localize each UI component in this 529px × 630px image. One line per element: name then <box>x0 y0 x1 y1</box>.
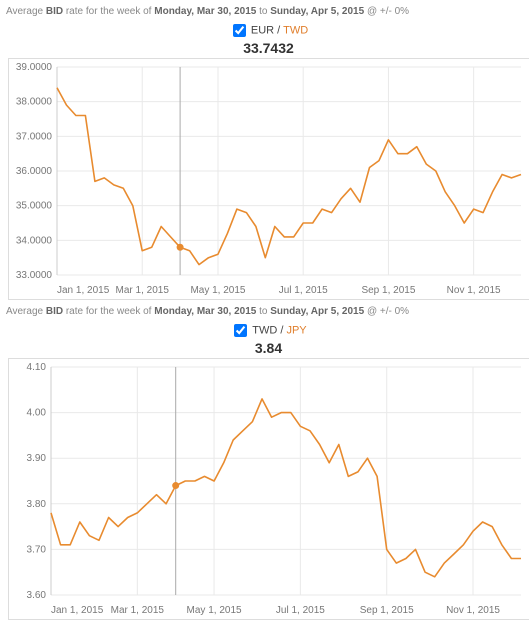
caption-date2-2: Sunday, Apr 5, 2015 <box>270 306 364 317</box>
svg-text:Nov 1, 2015: Nov 1, 2015 <box>446 285 500 296</box>
pair-header-1: EUR / TWD <box>4 21 529 40</box>
svg-text:4.00: 4.00 <box>26 408 46 419</box>
svg-text:Jan 1, 2015: Jan 1, 2015 <box>57 285 110 296</box>
pair-sep-1: / <box>274 24 283 36</box>
pair-value-2: 3.84 <box>4 340 529 356</box>
caption-prefix: Average <box>6 6 46 17</box>
caption-mid-2: rate for the week of <box>63 306 154 317</box>
svg-text:3.80: 3.80 <box>26 499 46 510</box>
svg-text:3.60: 3.60 <box>26 590 46 601</box>
svg-text:Mar 1, 2015: Mar 1, 2015 <box>110 605 164 616</box>
caption-to: to <box>256 6 270 17</box>
pair-header-2: TWD / JPY <box>4 321 529 340</box>
caption-suffix-2: @ +/- 0% <box>364 306 409 317</box>
svg-text:39.0000: 39.0000 <box>15 62 52 73</box>
chart-2[interactable]: 3.60 3.70 3.80 3.90 4.00 4.10 Jan 1, 2015 Mar 1… <box>8 358 529 620</box>
chart-1[interactable]: 33.0000 34.0000 35.0000 36.0000 37.0000 38.00… <box>8 58 529 300</box>
svg-text:Sep 1, 2015: Sep 1, 2015 <box>361 285 415 296</box>
caption-date2: Sunday, Apr 5, 2015 <box>270 6 364 17</box>
caption-prefix-2: Average <box>6 306 46 317</box>
pair-quote-2: JPY <box>286 324 306 336</box>
pair-quote-1: TWD <box>283 24 308 36</box>
pair-checkbox-2[interactable] <box>234 324 247 337</box>
caption-bid-2: BID <box>46 306 63 317</box>
pair-base-1: EUR <box>251 24 274 36</box>
svg-text:36.0000: 36.0000 <box>15 166 52 177</box>
svg-text:Sep 1, 2015: Sep 1, 2015 <box>359 605 413 616</box>
svg-text:34.0000: 34.0000 <box>15 235 52 246</box>
svg-text:33.0000: 33.0000 <box>15 270 52 281</box>
svg-text:Jul 1, 2015: Jul 1, 2015 <box>278 285 327 296</box>
caption-to-2: to <box>256 306 270 317</box>
pair-base-2: TWD <box>252 324 277 336</box>
svg-text:May 1, 2015: May 1, 2015 <box>190 285 245 296</box>
caption-2: Average BID rate for the week of Monday,… <box>6 306 529 317</box>
caption-suffix: @ +/- 0% <box>364 6 409 17</box>
svg-text:Nov 1, 2015: Nov 1, 2015 <box>446 605 500 616</box>
caption-1: Average BID rate for the week of Monday,… <box>6 6 529 17</box>
pair-value-1: 33.7432 <box>4 40 529 56</box>
svg-text:3.90: 3.90 <box>26 453 46 464</box>
caption-mid: rate for the week of <box>63 6 154 17</box>
caption-date1: Monday, Mar 30, 2015 <box>154 6 256 17</box>
caption-bid: BID <box>46 6 63 17</box>
pair-checkbox-1[interactable] <box>233 24 246 37</box>
svg-text:38.0000: 38.0000 <box>15 97 52 108</box>
svg-text:May 1, 2015: May 1, 2015 <box>186 605 241 616</box>
caption-date1-2: Monday, Mar 30, 2015 <box>154 306 256 317</box>
svg-text:4.10: 4.10 <box>26 362 46 373</box>
svg-text:Jan 1, 2015: Jan 1, 2015 <box>51 605 104 616</box>
svg-text:37.0000: 37.0000 <box>15 131 52 142</box>
svg-text:Jul 1, 2015: Jul 1, 2015 <box>275 605 324 616</box>
svg-text:Mar 1, 2015: Mar 1, 2015 <box>115 285 169 296</box>
svg-text:3.70: 3.70 <box>26 544 46 555</box>
svg-text:35.0000: 35.0000 <box>15 201 52 212</box>
